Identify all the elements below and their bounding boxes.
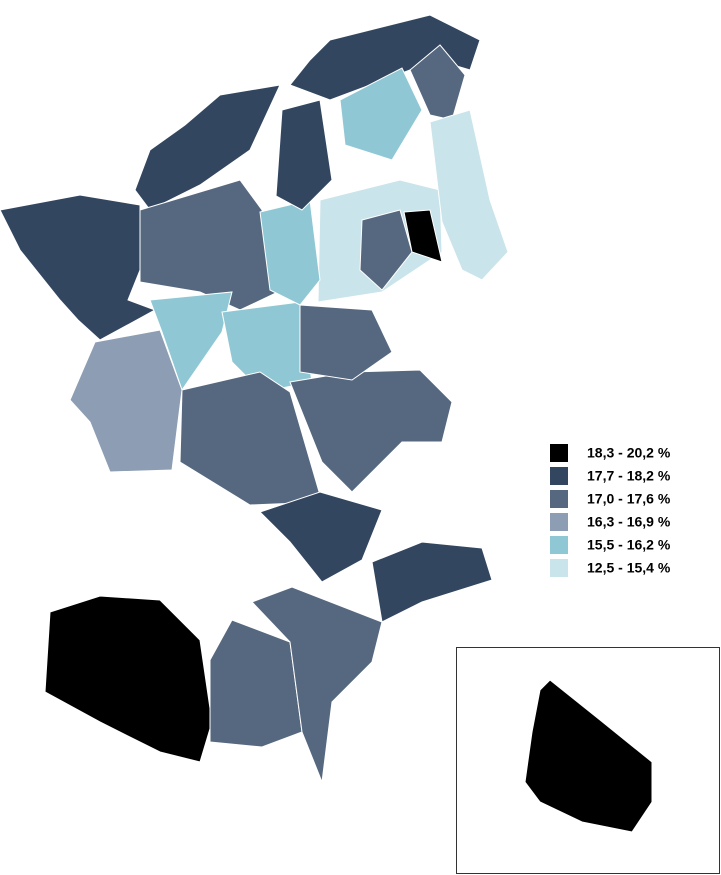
region bbox=[69, 329, 183, 473]
region bbox=[359, 209, 413, 291]
region bbox=[44, 595, 213, 763]
legend-swatch bbox=[550, 444, 568, 462]
region bbox=[259, 491, 383, 583]
region bbox=[429, 109, 509, 281]
region bbox=[221, 301, 313, 393]
legend: 18,3 - 20,2 % 17,7 - 18,2 % 17,0 - 17,6 % 1… bbox=[550, 444, 671, 577]
region bbox=[275, 99, 333, 211]
legend-swatch bbox=[550, 490, 568, 508]
legend-label: 17,0 - 17,6 % bbox=[587, 491, 671, 507]
region bbox=[409, 44, 466, 121]
region bbox=[289, 369, 453, 493]
legend-swatch bbox=[550, 513, 568, 531]
legend-label: 18,3 - 20,2 % bbox=[587, 445, 671, 461]
legend-swatch bbox=[550, 559, 568, 577]
legend-swatch bbox=[550, 467, 568, 485]
regions bbox=[0, 14, 720, 874]
legend-label: 15,5 - 16,2 % bbox=[587, 537, 671, 553]
region bbox=[0, 194, 157, 341]
region bbox=[149, 291, 233, 392]
region bbox=[339, 67, 423, 161]
legend-label: 12,5 - 15,4 % bbox=[587, 560, 671, 576]
region bbox=[371, 541, 493, 623]
region bbox=[403, 209, 443, 263]
legend-swatch bbox=[550, 536, 568, 554]
region bbox=[251, 586, 383, 783]
legend-label: 16,3 - 16,9 % bbox=[587, 514, 671, 530]
region bbox=[139, 179, 279, 311]
legend-label: 17,7 - 18,2 % bbox=[587, 468, 671, 484]
region bbox=[524, 679, 653, 833]
region bbox=[299, 304, 393, 381]
inset-frame bbox=[456, 647, 720, 874]
